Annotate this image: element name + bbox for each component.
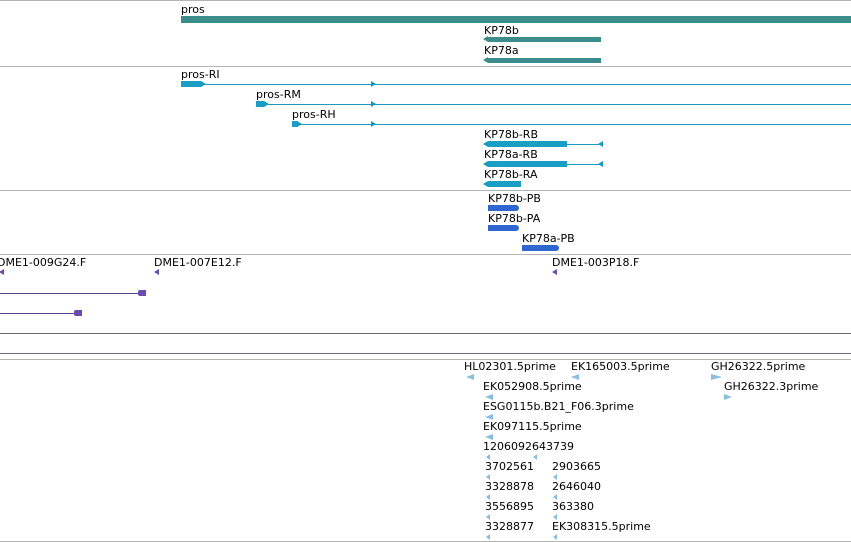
protein-label-kp78b-pa: KP78b-PA [488, 212, 541, 225]
strand-arrow-icon [598, 141, 603, 147]
clone-end[interactable] [74, 310, 82, 316]
est-feature[interactable] [553, 474, 557, 480]
est-feature[interactable] [724, 394, 732, 400]
strand-arrow-icon [371, 81, 376, 87]
track-divider [0, 359, 851, 360]
est-label: 2903665 [552, 460, 601, 473]
strand-arrow-icon [483, 36, 488, 42]
track-divider [0, 353, 851, 354]
transcript-intron-line[interactable] [264, 104, 851, 105]
est-label: 363380 [552, 500, 594, 513]
transcript-exon[interactable] [488, 141, 567, 147]
transcript-exon[interactable] [488, 161, 567, 167]
est-label: 2646040 [552, 480, 601, 493]
transcript-exon[interactable] [488, 181, 521, 187]
clone-label-dme1-009g24: DME1-009G24.F [0, 256, 87, 269]
gene-label-kp78a: KP78a [484, 44, 519, 57]
transcript-label-pros-rh: pros-RH [292, 108, 336, 121]
est-label: 3702561 [485, 460, 534, 473]
gene-feature-kp78a[interactable] [488, 58, 601, 63]
est-label: 3328878 [485, 480, 534, 493]
strand-arrow-icon [371, 121, 376, 127]
est-feature[interactable] [485, 394, 493, 400]
est-feature[interactable] [553, 514, 557, 520]
strand-arrow-icon [483, 181, 488, 187]
strand-arrow-icon [483, 141, 488, 147]
strand-arrow-icon [371, 101, 376, 107]
transcript-label-pros-rm: pros-RM [256, 88, 301, 101]
clone-label-dme1-003p18: DME1-003P18.F [552, 256, 640, 269]
est-feature[interactable] [486, 534, 490, 540]
est-label: HL02301.5prime [464, 360, 556, 373]
est-feature[interactable] [553, 494, 557, 500]
est-label: GH26322.5prime [711, 360, 806, 373]
track-divider [0, 66, 851, 67]
transcript-intron-line[interactable] [201, 84, 851, 85]
clone-feature[interactable] [0, 293, 138, 294]
strand-arrow-icon [552, 269, 557, 275]
protein-feature-kp78a-pb[interactable] [522, 245, 559, 251]
est-feature[interactable] [553, 534, 557, 540]
est-feature[interactable] [485, 414, 493, 420]
clone-label-dme1-007e12: DME1-007E12.F [154, 256, 242, 269]
strand-arrow-icon [0, 269, 4, 275]
est-label: 3556895 [485, 500, 534, 513]
transcript-label-pros-ri: pros-RI [181, 68, 220, 81]
transcript-intron-line[interactable] [567, 164, 603, 165]
est-label: ESG0115b.B21_F06.3prime [483, 400, 634, 413]
est-feature[interactable] [466, 374, 474, 380]
strand-arrow-icon [598, 161, 603, 167]
est-label: EK308315.5prime [552, 520, 651, 533]
strand-arrow-icon [483, 161, 488, 167]
est-label: 3328877 [485, 520, 534, 533]
est-label: EK052908.5prime [483, 380, 582, 393]
transcript-label-kp78a-rb: KP78a-RB [484, 148, 538, 161]
transcript-intron-line[interactable] [298, 124, 851, 125]
gene-feature-kp78b[interactable] [488, 37, 601, 42]
gene-label-kp78b: KP78b [484, 24, 519, 37]
transcript-intron-line[interactable] [567, 144, 603, 145]
strand-arrow-icon [154, 269, 159, 275]
est-feature[interactable] [533, 454, 537, 460]
est-feature[interactable] [486, 494, 490, 500]
protein-feature-kp78b-pa[interactable] [488, 225, 519, 231]
protein-label-kp78b-pb: KP78b-PB [488, 192, 541, 205]
track-divider [0, 254, 851, 255]
est-feature[interactable] [486, 514, 490, 520]
clone-end[interactable] [138, 290, 146, 296]
est-label: 1206092643739 [483, 440, 574, 453]
est-feature[interactable] [486, 474, 490, 480]
est-label: EK165003.5prime [571, 360, 670, 373]
est-feature[interactable] [485, 434, 493, 440]
est-feature[interactable] [571, 374, 579, 380]
track-divider [0, 0, 851, 1]
transcript-exon[interactable] [256, 101, 264, 107]
est-feature[interactable] [711, 374, 722, 380]
transcript-exon[interactable] [292, 121, 298, 127]
transcript-exon[interactable] [181, 81, 201, 87]
clone-feature[interactable] [0, 313, 74, 314]
est-label: GH26322.3prime [724, 380, 819, 393]
protein-feature-kp78b-pb[interactable] [488, 205, 519, 211]
est-feature[interactable] [486, 454, 490, 460]
gene-label-pros: pros [181, 3, 205, 16]
track-divider [0, 333, 851, 334]
strand-arrow-icon [483, 57, 488, 63]
gene-feature-pros[interactable] [181, 16, 851, 23]
transcript-label-kp78b-ra: KP78b-RA [484, 168, 538, 181]
track-divider [0, 190, 851, 191]
est-label: EK097115.5prime [483, 420, 582, 433]
protein-label-kp78a-pb: KP78a-PB [522, 232, 575, 245]
transcript-label-kp78b-rb: KP78b-RB [484, 128, 538, 141]
